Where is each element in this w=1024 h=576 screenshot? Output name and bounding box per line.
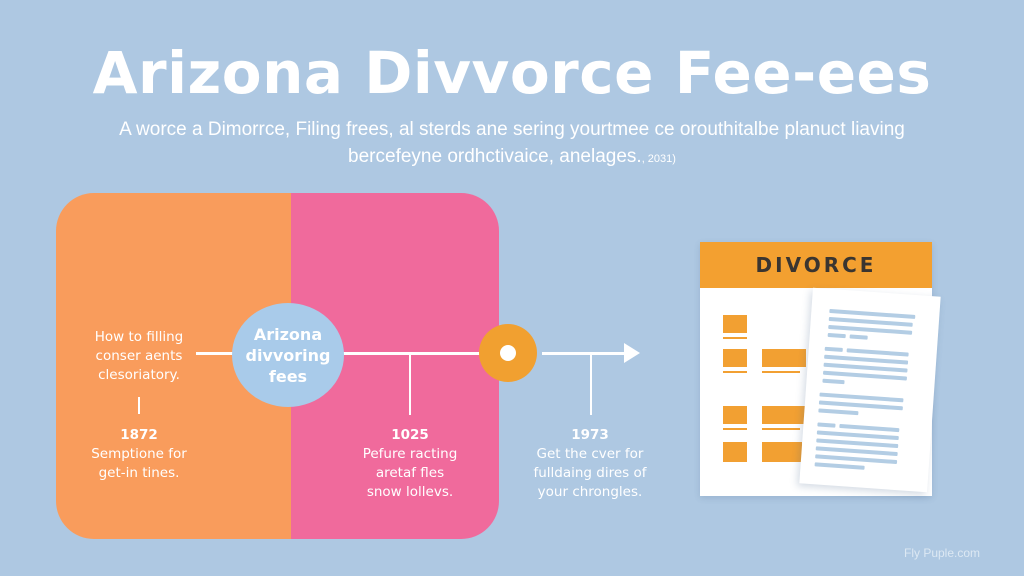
- form-underline: [723, 371, 747, 373]
- text-line: [839, 423, 900, 433]
- step-3-line-3: your chrongles.: [537, 484, 643, 500]
- connector-left: [196, 352, 236, 355]
- node-dot: [500, 345, 516, 361]
- watermark: Fly Puple.com: [904, 546, 981, 560]
- connector-hub-to-node: [342, 352, 482, 355]
- left-note-line-3: clesoriatory.: [98, 367, 180, 383]
- text-line: [817, 422, 836, 428]
- text-line: [849, 334, 868, 340]
- page-subtitle: A worce a Dimorrce, Filing frees, al ste…: [80, 116, 944, 173]
- text-line: [822, 378, 845, 385]
- document-header: DIVORCE: [700, 242, 932, 288]
- text-line: [814, 462, 865, 470]
- document-front-page: [799, 287, 941, 493]
- hub-label-line-2: divvoring: [245, 345, 331, 365]
- step-1-line-1: Semptione for: [91, 446, 187, 462]
- text-line: [827, 332, 846, 339]
- step-2-line-2: aretaf fles: [375, 465, 445, 481]
- form-underline: [723, 428, 747, 430]
- left-note: How to filling conser aents clesoriatory…: [76, 328, 202, 385]
- hub-label-line-3: fees: [268, 366, 308, 386]
- step-1-line-2: get-in tines.: [98, 465, 180, 481]
- form-underline: [762, 428, 800, 430]
- arrow-right-icon: [624, 343, 640, 363]
- timeline-node-icon: [479, 324, 537, 382]
- step-2-year: 1025: [391, 427, 429, 443]
- step-3-line-1: Get the cver for: [536, 446, 644, 462]
- left-note-line-1: How to filling: [94, 329, 184, 345]
- form-field: [762, 349, 806, 367]
- subtitle-suffix: , 2031): [641, 153, 676, 165]
- tick-step-3: [590, 352, 592, 415]
- step-3-line-2: fulldaing dires of: [533, 465, 647, 481]
- step-3-year: 1973: [571, 427, 609, 443]
- form-field: [762, 406, 806, 424]
- subtitle-line-2: bercefeyne ordhctivaice, anelages.: [348, 146, 642, 167]
- form-underline: [762, 371, 800, 373]
- text-line: [818, 408, 859, 416]
- form-box: [723, 315, 747, 333]
- connector-node-to-arrow: [542, 352, 628, 355]
- tick-step-1: [138, 397, 140, 414]
- step-3: 1973 Get the cver for fulldaing dires of…: [516, 426, 664, 502]
- form-underline: [723, 337, 747, 339]
- document-header-label: DIVORCE: [755, 253, 877, 277]
- step-2-line-3: snow lollevs.: [366, 484, 454, 500]
- text-line: [846, 348, 909, 357]
- tick-step-2: [409, 352, 411, 415]
- step-1: 1872 Semptione for get-in tines.: [74, 426, 204, 483]
- text-line: [824, 346, 843, 352]
- page-title: Arizona Divvorce Fee-ees: [92, 39, 932, 107]
- form-box: [723, 349, 747, 367]
- subtitle-line-1: A worce a Dimorrce, Filing frees, al ste…: [119, 119, 905, 140]
- step-2-line-1: Pefure racting: [362, 446, 458, 462]
- form-field: [762, 442, 802, 462]
- hub-circle: Arizona divvoring fees: [232, 303, 344, 407]
- form-box: [723, 406, 747, 424]
- step-2: 1025 Pefure racting aretaf fles snow lol…: [344, 426, 476, 502]
- left-note-line-2: conser aents: [95, 348, 183, 364]
- step-1-year: 1872: [120, 427, 158, 443]
- subtitle-line-2-wrap: bercefeyne ordhctivaice, anelages., 2031…: [80, 143, 944, 173]
- hub-label-line-1: Arizona: [253, 324, 323, 344]
- form-box: [723, 442, 747, 462]
